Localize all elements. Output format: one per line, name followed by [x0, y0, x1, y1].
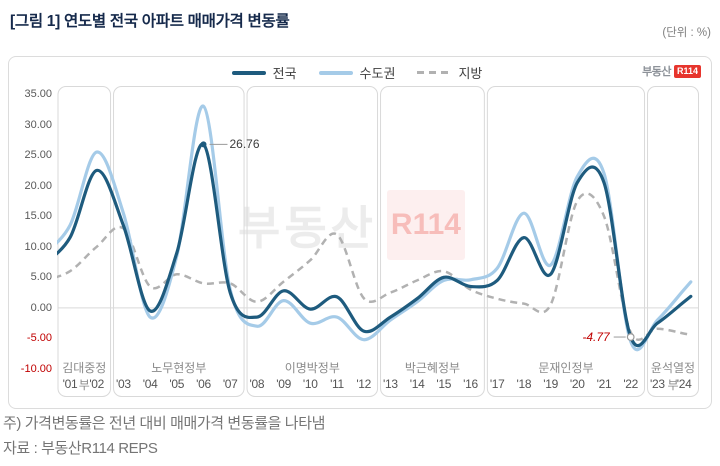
legend-label-national: 전국 — [272, 66, 297, 81]
x-tick-label: '02 — [89, 377, 105, 391]
y-tick-label: 35.00 — [24, 88, 52, 100]
x-tick-label: '06 — [196, 377, 211, 391]
gov-period-label: 이명박정부 — [284, 361, 340, 375]
x-tick-label: '10 — [302, 377, 318, 391]
y-tick-label: 10.00 — [24, 240, 52, 253]
y-tick-label: 0.00 — [30, 301, 52, 314]
x-tick-label: '05 — [169, 377, 185, 391]
y-tick-label: 15.00 — [24, 210, 52, 223]
x-tick-label: '14 — [409, 377, 425, 391]
y-tick-label: -5.00 — [26, 332, 52, 345]
legend-swatch-national — [231, 70, 266, 75]
watermark-text: 부동산 — [238, 202, 377, 254]
legend-swatch-provincial — [417, 71, 452, 74]
brand-logo-r114-badge: R114 — [673, 64, 701, 78]
x-tick-label: '17 — [489, 377, 505, 391]
x-tick-label: '16 — [463, 377, 478, 391]
y-tick-label: -10.00 — [20, 363, 52, 375]
y-tick-label: 30.00 — [24, 118, 52, 131]
gov-period-label: 노무현정부 — [151, 361, 207, 375]
watermark-r114-badge: R114 — [386, 190, 465, 260]
x-tick-label: '04 — [142, 377, 158, 391]
unit-label: (단위 : %) — [662, 27, 711, 39]
brand-logo: 부동산 R114 — [642, 63, 701, 79]
watermark: 부동산 R114 — [238, 190, 465, 260]
x-tick-label: '01 — [62, 377, 78, 391]
x-tick-label: '20 — [569, 377, 585, 391]
y-tick-label: 20.00 — [24, 179, 52, 192]
gov-period-box — [647, 86, 699, 397]
annotation-marker-circle — [626, 333, 635, 341]
x-tick-label: '23 — [650, 377, 665, 391]
legend-item-metro: 수도권 — [318, 63, 396, 82]
legend-item-national: 전국 — [231, 63, 297, 82]
series-line-provincial — [57, 192, 692, 341]
brand-logo-text: 부동산 — [642, 66, 671, 78]
x-tick-label: '11 — [330, 377, 344, 391]
gov-period-box — [380, 86, 485, 397]
gov-period-label: 문재인정부 — [538, 361, 594, 375]
gov-period-label: 윤석열정부 — [650, 361, 696, 392]
footnote-note: 주) 가격변동률은 전년 대비 매매가격 변동률을 나타냄 — [3, 415, 326, 432]
x-tick-label: '13 — [383, 377, 398, 391]
chart-legend: 전국 수도권 지방 — [57, 63, 657, 82]
gov-period-label: 김대중정부 — [62, 361, 107, 392]
y-tick-label: 5.00 — [30, 271, 52, 284]
legend-swatch-metro — [318, 70, 353, 75]
footnote-source: 자료 : 부동산R114 REPS — [3, 440, 158, 457]
chart-title: [그림 1] 연도별 전국 아파트 매매가격 변동률 — [10, 13, 290, 30]
x-tick-label: '18 — [516, 377, 532, 391]
x-tick-label: '08 — [249, 377, 265, 391]
x-tick-label: '24 — [676, 377, 692, 391]
y-tick-label: 25.00 — [24, 149, 52, 162]
x-tick-label: '19 — [543, 377, 558, 391]
x-tick-label: '15 — [436, 377, 452, 391]
x-tick-label: '09 — [276, 377, 291, 391]
annotation-label: -4.77 — [582, 330, 610, 345]
annotation-label: 26.76 — [229, 137, 260, 152]
x-tick-label: '03 — [116, 377, 131, 391]
gov-period-box — [246, 86, 379, 397]
gov-period-box — [113, 86, 245, 397]
x-tick-label: '07 — [222, 377, 238, 391]
x-tick-label: '21 — [596, 377, 612, 391]
series-line-metro — [57, 104, 693, 352]
gov-period-label: 박근혜정부 — [404, 361, 461, 375]
series-line-national — [57, 142, 693, 348]
x-tick-label: '12 — [356, 377, 372, 391]
legend-item-provincial: 지방 — [417, 63, 482, 82]
plot-area — [57, 86, 699, 397]
gov-period-box — [486, 86, 646, 397]
legend-label-metro: 수도권 — [359, 66, 396, 81]
legend-label-provincial: 지방 — [458, 66, 483, 81]
x-tick-label: '22 — [623, 377, 639, 391]
annotation-marker-dot — [200, 141, 207, 148]
